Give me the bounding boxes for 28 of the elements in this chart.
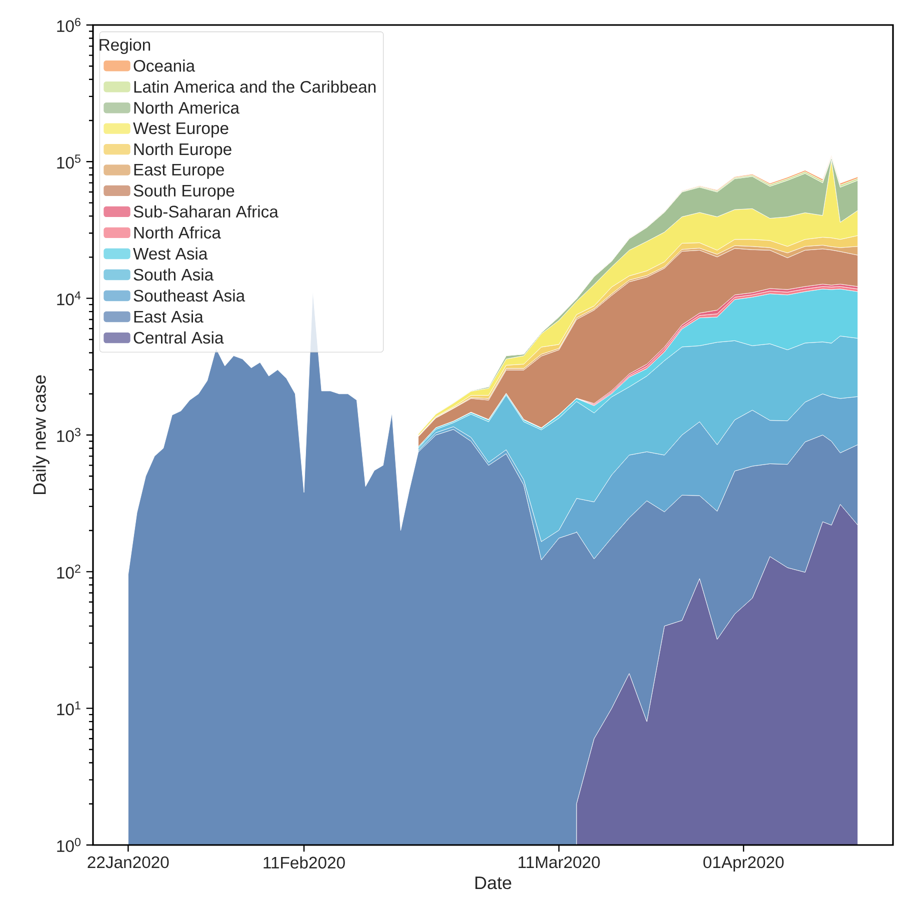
legend-label: West Europe bbox=[133, 122, 228, 138]
y-tick-label: 10$^{4}$ bbox=[57, 291, 81, 306]
legend-label: Sub-Saharan Africa bbox=[134, 205, 278, 218]
legend-label: North Africa bbox=[134, 226, 221, 239]
y-tick-label: 10$^{1}$ bbox=[57, 701, 80, 716]
y-tick-label: 10$^{3}$ bbox=[57, 428, 80, 442]
y-tick-label: 10$^{2}$ bbox=[57, 564, 80, 579]
legend-label: East Europe bbox=[134, 164, 224, 179]
legend-label: South Asia bbox=[134, 268, 214, 281]
legend-label: West Asia bbox=[133, 247, 208, 260]
y-tick-label: 10$^{0}$ bbox=[57, 838, 81, 852]
legend-label: East Asia bbox=[134, 310, 204, 323]
legend-label: North Europe bbox=[134, 142, 232, 158]
y-tick-label: 10$^{5}$ bbox=[57, 154, 80, 169]
x-axis-title: Date bbox=[475, 876, 512, 890]
legend-label: South Europe bbox=[134, 184, 234, 200]
legend-title: Region bbox=[100, 38, 150, 54]
x-tick-label: 22Jan2020 bbox=[88, 856, 169, 868]
legend-label: North America bbox=[134, 102, 240, 114]
legend-label: Southeast Asia bbox=[134, 289, 246, 302]
y-tick-label: 10$^{6}$ bbox=[57, 18, 80, 32]
legend-label: Oceania bbox=[134, 59, 196, 72]
legend-label: Central Asia bbox=[134, 331, 224, 344]
x-tick-label: 11Feb2020 bbox=[264, 856, 345, 869]
x-tick-label: 01Apr2020 bbox=[703, 856, 784, 872]
x-tick-label: 11Mar2020 bbox=[518, 856, 600, 868]
legend-label: Latin America and the Caribbean bbox=[134, 80, 376, 93]
y-axis-title: Daily new case bbox=[32, 375, 50, 494]
